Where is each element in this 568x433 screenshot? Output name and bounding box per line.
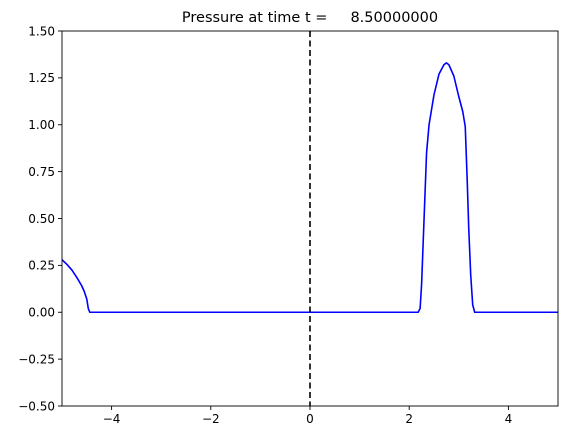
chart-title: Pressure at time t = 8.50000000 <box>182 10 438 26</box>
x-tick-label: 4 <box>505 412 513 426</box>
y-tick-label: 0.50 <box>28 212 55 226</box>
x-tick-label: 0 <box>306 412 314 426</box>
y-tick-label: −0.50 <box>18 399 55 413</box>
y-tick-label: 1.00 <box>28 118 55 132</box>
y-tick-label: −0.25 <box>18 352 55 366</box>
x-tick-label: −4 <box>103 412 121 426</box>
pressure-series-line <box>62 62 558 314</box>
x-tick-label: 2 <box>405 412 413 426</box>
y-tick-label: 0.00 <box>28 306 55 320</box>
y-tick-label: 0.75 <box>28 165 55 179</box>
x-tick-label: −2 <box>202 412 220 426</box>
y-tick-label: 0.25 <box>28 259 55 273</box>
y-tick-label: 1.25 <box>28 71 55 85</box>
y-tick-label: 1.50 <box>28 24 55 38</box>
